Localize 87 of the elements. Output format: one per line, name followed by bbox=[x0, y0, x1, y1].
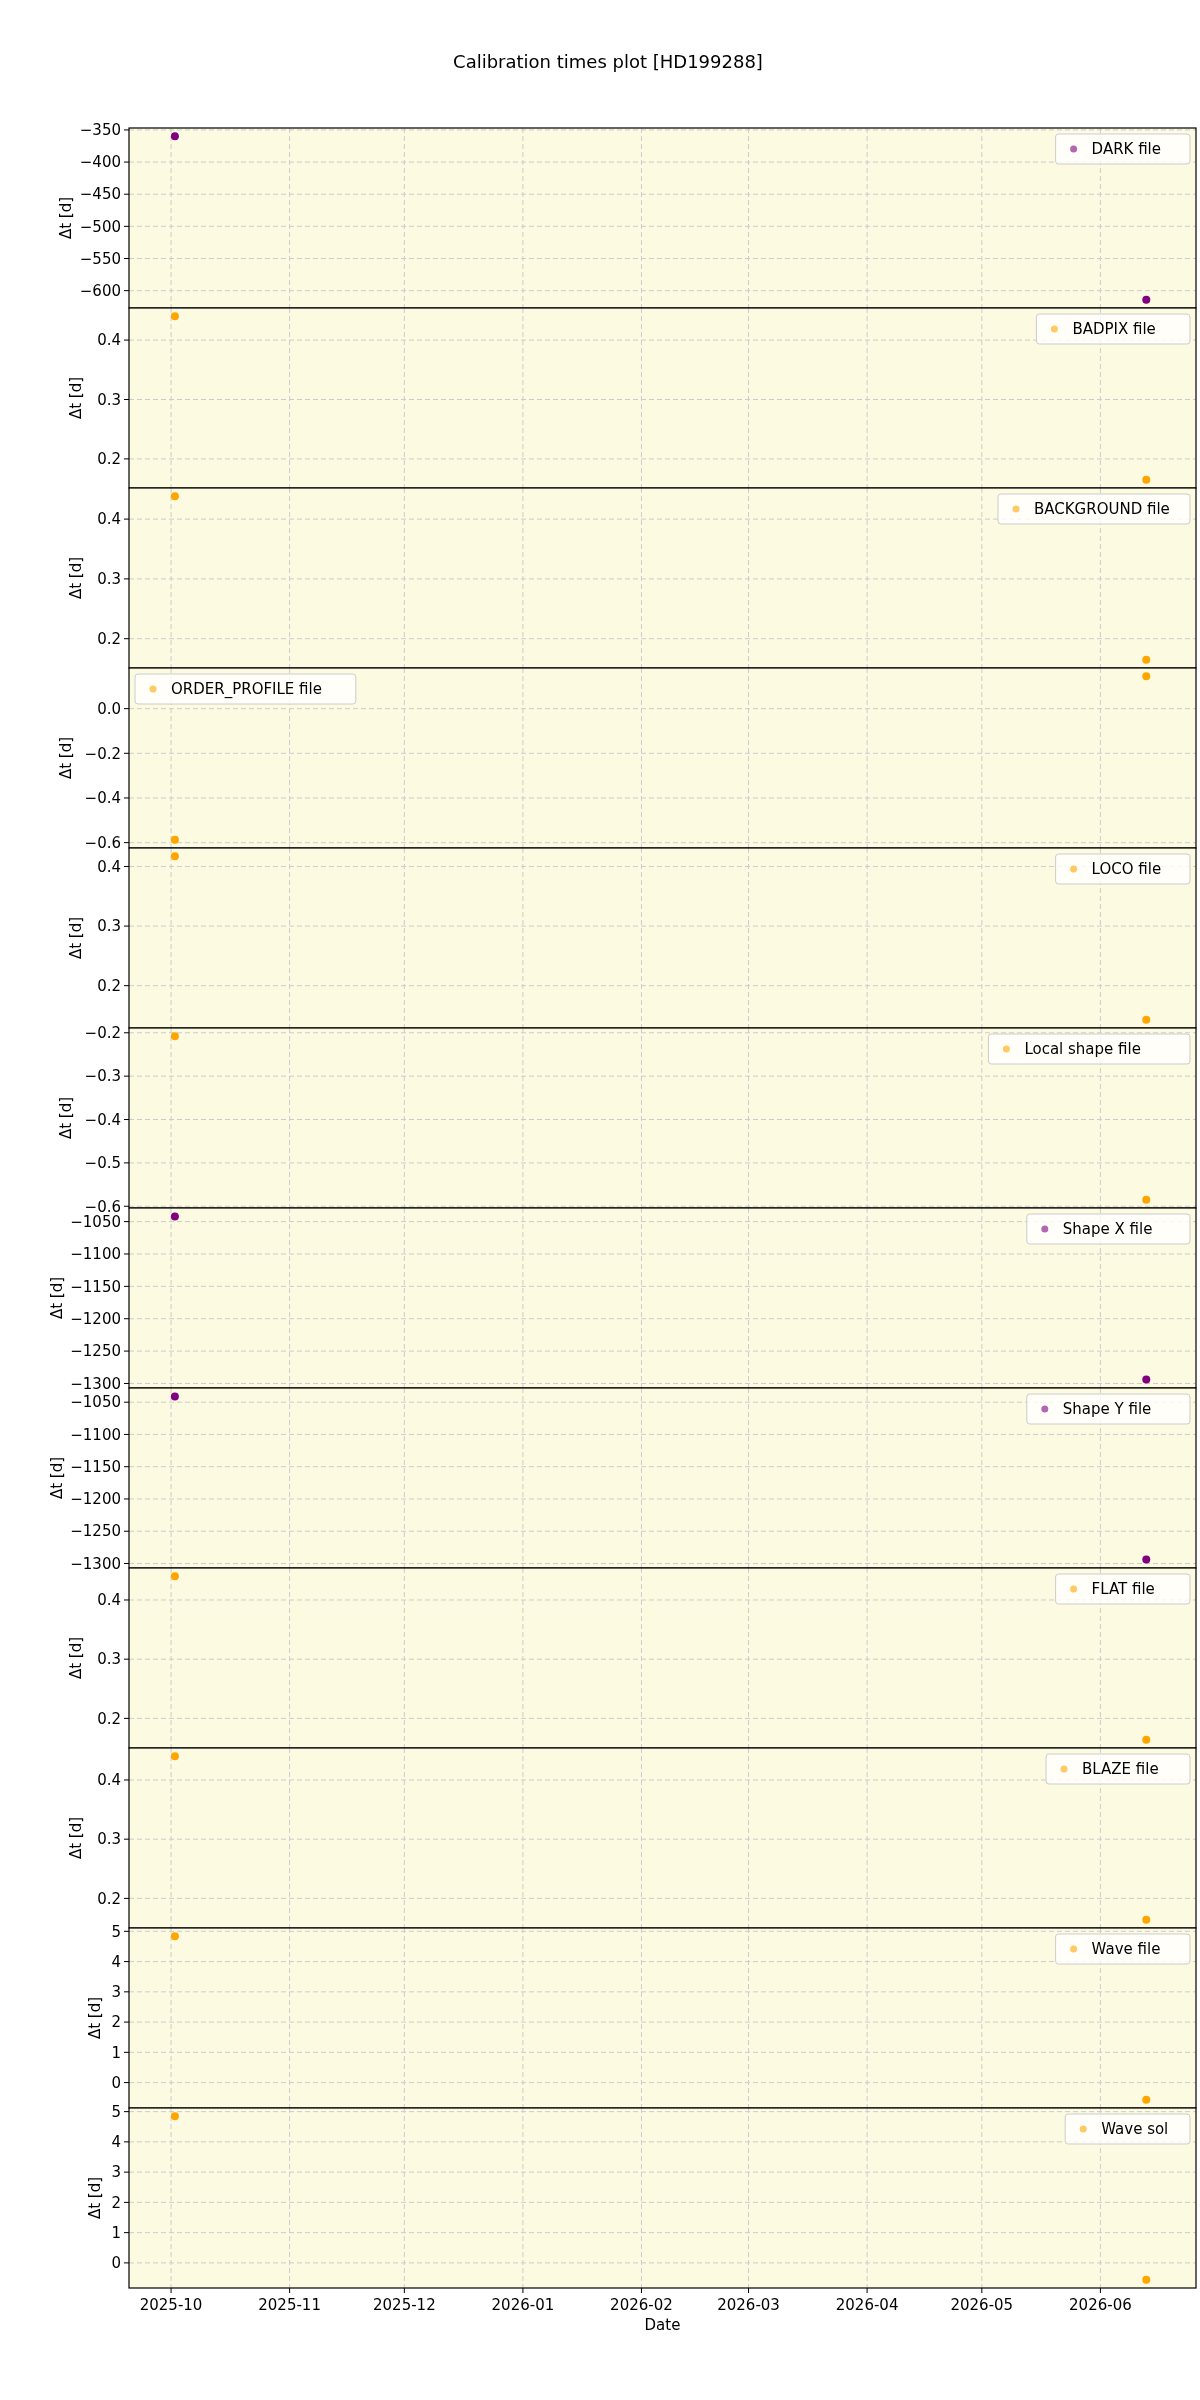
y-tick-label: 3 bbox=[111, 1983, 121, 2002]
y-tick-label: 0 bbox=[111, 2254, 121, 2273]
y-tick-label: −1300 bbox=[70, 1554, 121, 1573]
y-tick-label: −0.3 bbox=[84, 1067, 121, 1086]
x-tick-label: 2025-11 bbox=[258, 2296, 321, 2314]
y-tick-label: 0.0 bbox=[97, 699, 121, 718]
x-tick-label: 2026-06 bbox=[1069, 2296, 1132, 2314]
y-tick-label: −1250 bbox=[70, 1342, 121, 1361]
y-tick-label: 4 bbox=[111, 1952, 121, 1971]
y-tick-label: 0.2 bbox=[97, 1709, 121, 1728]
y-tick-label: 0.4 bbox=[97, 857, 121, 876]
y-tick-label: 2 bbox=[111, 2013, 121, 2032]
y-axis-title: Δt [d] bbox=[57, 736, 75, 780]
y-axis-title: Δt [d] bbox=[57, 1096, 75, 1140]
y-axis-title: Δt [d] bbox=[66, 916, 85, 960]
y-tick-label: −400 bbox=[79, 153, 121, 172]
y-tick-label: −1050 bbox=[70, 1393, 121, 1412]
y-tick-label: −1200 bbox=[70, 1309, 121, 1328]
legend-label: LOCO file bbox=[1091, 860, 1162, 879]
y-tick-label: 4 bbox=[111, 2133, 121, 2152]
y-tick-label: 5 bbox=[111, 2102, 121, 2121]
y-tick-label: −0.4 bbox=[84, 789, 121, 808]
legend-label: ORDER_PROFILE file bbox=[171, 680, 322, 700]
y-tick-label: 0.2 bbox=[97, 1889, 121, 1908]
legend-label: DARK file bbox=[1091, 140, 1162, 159]
legend-label: BLAZE file bbox=[1082, 1760, 1159, 1779]
y-tick-label: −450 bbox=[79, 185, 121, 204]
chart-title: Calibration times plot [HD199288] bbox=[453, 51, 763, 72]
y-tick-label: 3 bbox=[111, 2163, 121, 2182]
y-tick-label: −1150 bbox=[70, 1457, 121, 1476]
y-axis-title: Δt [d] bbox=[66, 556, 85, 600]
y-tick-label: 1 bbox=[111, 2043, 121, 2062]
y-tick-label: −0.2 bbox=[84, 1024, 121, 1043]
y-axis-title: Δt [d] bbox=[47, 1456, 66, 1500]
legend-label: Local shape file bbox=[1024, 1040, 1141, 1059]
y-tick-label: −1250 bbox=[70, 1522, 121, 1541]
y-tick-label: 0.3 bbox=[97, 1830, 121, 1849]
y-tick-label: 1 bbox=[111, 2223, 121, 2242]
x-axis-title: Date bbox=[644, 2316, 681, 2334]
y-tick-label: 0.4 bbox=[97, 1771, 121, 1790]
y-axis-title: Δt [d] bbox=[66, 376, 85, 420]
x-tick-label: 2026-04 bbox=[835, 2296, 899, 2314]
legend-label: Wave sol bbox=[1101, 2120, 1169, 2139]
legend-label: Shape Y file bbox=[1062, 1400, 1152, 1419]
y-axis-title: Δt [d] bbox=[66, 1636, 85, 1680]
y-tick-label: −500 bbox=[79, 217, 121, 236]
y-tick-label: 0.3 bbox=[97, 570, 121, 589]
y-tick-label: 0.4 bbox=[97, 331, 121, 350]
y-tick-label: 0.2 bbox=[97, 450, 121, 469]
y-tick-label: 0.3 bbox=[97, 390, 121, 409]
y-axis-title: Δt [d] bbox=[57, 196, 75, 240]
x-tick-label: 2026-05 bbox=[950, 2296, 1014, 2314]
y-tick-label: −1100 bbox=[70, 1425, 121, 1444]
y-tick-label: −1300 bbox=[70, 1374, 121, 1393]
y-tick-label: −550 bbox=[79, 249, 121, 268]
y-tick-label: −1150 bbox=[70, 1277, 121, 1296]
x-tick-label: 2026-01 bbox=[491, 2296, 555, 2314]
y-axis-title: Δt [d] bbox=[66, 1816, 85, 1860]
y-tick-label: −0.2 bbox=[84, 744, 121, 763]
legend-label: BADPIX file bbox=[1072, 320, 1156, 339]
y-tick-label: 0.2 bbox=[97, 629, 121, 648]
y-tick-label: 2 bbox=[111, 2193, 121, 2212]
y-tick-label: 0.3 bbox=[97, 917, 121, 936]
y-tick-label: −1200 bbox=[70, 1490, 121, 1509]
y-tick-label: −1100 bbox=[70, 1245, 121, 1264]
legend-label: Wave file bbox=[1091, 1940, 1161, 1959]
y-tick-label: −0.5 bbox=[84, 1154, 121, 1173]
y-tick-label: −0.4 bbox=[84, 1110, 121, 1129]
y-tick-label: 0.2 bbox=[97, 976, 121, 995]
y-tick-label: 0 bbox=[111, 2073, 121, 2092]
y-axis-title: Δt [d] bbox=[47, 1276, 66, 1320]
legend-label: BACKGROUND file bbox=[1034, 500, 1170, 519]
y-tick-label: −600 bbox=[79, 281, 121, 300]
y-tick-label: 0.4 bbox=[97, 1591, 121, 1610]
x-tick-label: 2026-02 bbox=[610, 2296, 673, 2314]
x-tick-label: 2026-03 bbox=[717, 2296, 780, 2314]
legend-label: FLAT file bbox=[1091, 1580, 1155, 1599]
x-tick-label: 2025-10 bbox=[139, 2296, 203, 2314]
legend-label: Shape X file bbox=[1062, 1220, 1153, 1239]
y-tick-label: 0.4 bbox=[97, 510, 121, 529]
y-axis-title: Δt [d] bbox=[85, 2176, 104, 2220]
y-axis-title: Δt [d] bbox=[85, 1996, 104, 2040]
y-tick-label: −0.6 bbox=[84, 833, 121, 852]
y-tick-label: 0.3 bbox=[97, 1650, 121, 1669]
y-tick-label: 5 bbox=[111, 1922, 121, 1941]
x-tick-label: 2025-12 bbox=[373, 2296, 436, 2314]
y-tick-label: −350 bbox=[79, 121, 121, 140]
